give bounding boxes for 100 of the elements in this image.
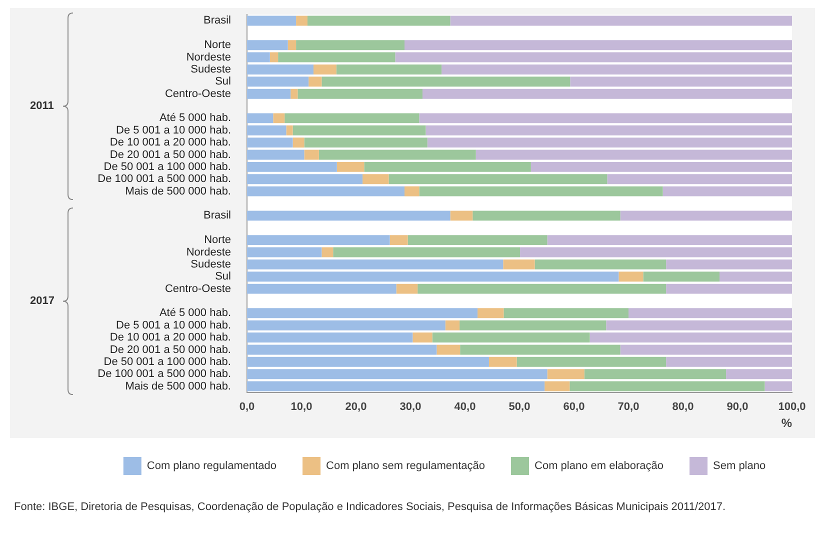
y-tick-label: Até 5 000 hab. <box>159 112 231 124</box>
y-tick-label: Mais de 500 000 hab. <box>125 185 231 198</box>
bar <box>286 125 293 136</box>
bar <box>247 332 413 343</box>
bar <box>618 272 644 282</box>
y-tick-label: Sul <box>215 270 231 283</box>
text: 2011 <box>30 100 54 112</box>
bar <box>247 369 548 380</box>
bar <box>364 162 531 172</box>
legend-label: Com plano regulamentado <box>146 460 277 472</box>
bar <box>419 113 792 124</box>
bar <box>426 125 792 136</box>
bar <box>247 52 270 62</box>
x-tick-label: 20,0 <box>345 401 367 414</box>
bar <box>247 381 545 392</box>
source-note: Fonte: IBGE, Diretoria de Pesquisas, Coordenação de População e Indicadores Sociais, Pesquisa de Informações Básicas Municipais 2011/2017. <box>14 501 726 513</box>
bar <box>547 235 792 246</box>
x-tick-label: 100,0 <box>778 401 806 414</box>
bar <box>296 40 405 50</box>
bar <box>590 332 792 343</box>
legend-label: Com plano em elaboração <box>534 460 664 472</box>
bar <box>247 308 478 318</box>
y-tick-label: De 10 001 a 20 000 hab. <box>110 332 231 344</box>
bar <box>720 272 792 282</box>
bar <box>472 210 620 221</box>
bar <box>247 235 390 246</box>
bar <box>247 356 489 367</box>
y-tick-label: De 50 001 a 100 000 hab. <box>104 160 231 173</box>
y-tick-label: Sudeste <box>190 63 231 76</box>
bar <box>284 113 420 124</box>
bar <box>520 247 792 258</box>
bar <box>247 88 291 99</box>
bar <box>247 210 450 221</box>
bar <box>322 76 570 87</box>
bar <box>504 308 628 318</box>
bar <box>333 247 520 258</box>
y-tick-label: Mais de 500 000 hab. <box>125 380 231 392</box>
bar <box>662 186 792 196</box>
bar <box>666 356 792 367</box>
bar <box>292 125 426 136</box>
x-tick-label: 10,0 <box>290 401 312 414</box>
bar <box>547 369 584 380</box>
bar <box>427 138 792 148</box>
bar <box>288 40 296 50</box>
bar <box>247 320 446 330</box>
bar <box>247 16 296 26</box>
bar <box>278 52 396 62</box>
bar <box>308 76 322 87</box>
bar <box>322 247 334 258</box>
bar <box>247 247 322 258</box>
bar <box>478 308 504 318</box>
bar <box>570 76 792 87</box>
y-tick-label: De 50 001 a 100 000 hab. <box>104 356 231 368</box>
bar <box>270 52 278 62</box>
legend-label: Com plano sem regulamentação <box>326 460 486 472</box>
bar <box>247 138 293 148</box>
bar <box>404 186 420 196</box>
bar <box>643 272 720 282</box>
y-tick-label: De 20 001 a 50 000 hab. <box>110 344 231 356</box>
bar <box>534 259 666 270</box>
bar <box>726 369 792 380</box>
bar <box>396 284 418 294</box>
bar <box>247 150 304 160</box>
bar <box>666 284 792 294</box>
bar <box>412 332 432 343</box>
bar <box>247 186 405 196</box>
bar <box>620 344 792 355</box>
y-tick-label: Sul <box>215 76 231 88</box>
bar <box>606 320 792 330</box>
y-tick-label: De 5 001 a 10 000 hab. <box>116 319 231 332</box>
text: 2017 <box>30 295 54 308</box>
y-tick-label: Nordeste <box>186 246 231 258</box>
bar <box>764 381 792 392</box>
bar <box>298 88 422 99</box>
bar <box>460 320 606 330</box>
y-tick-label: Norte <box>204 234 231 246</box>
bar <box>336 64 442 74</box>
bar <box>273 113 285 124</box>
bar <box>530 162 792 172</box>
bar <box>395 52 792 62</box>
bar <box>408 235 548 246</box>
bar <box>292 138 304 148</box>
x-axis-title: % <box>781 416 792 430</box>
bar <box>336 162 364 172</box>
bar <box>388 174 608 184</box>
y-tick-label: Norte <box>204 39 231 52</box>
bar <box>544 381 570 392</box>
bar <box>450 210 473 221</box>
bar <box>247 284 396 294</box>
bar <box>607 174 792 184</box>
legend-label: Sem plano <box>713 460 766 472</box>
bar <box>313 64 336 74</box>
bar <box>584 369 726 380</box>
bar <box>304 138 428 148</box>
bar <box>247 113 274 124</box>
y-tick-label: Centro-Oeste <box>164 88 231 100</box>
bar <box>442 64 792 74</box>
bar <box>390 235 408 246</box>
bar <box>450 16 792 26</box>
bar <box>247 259 504 270</box>
